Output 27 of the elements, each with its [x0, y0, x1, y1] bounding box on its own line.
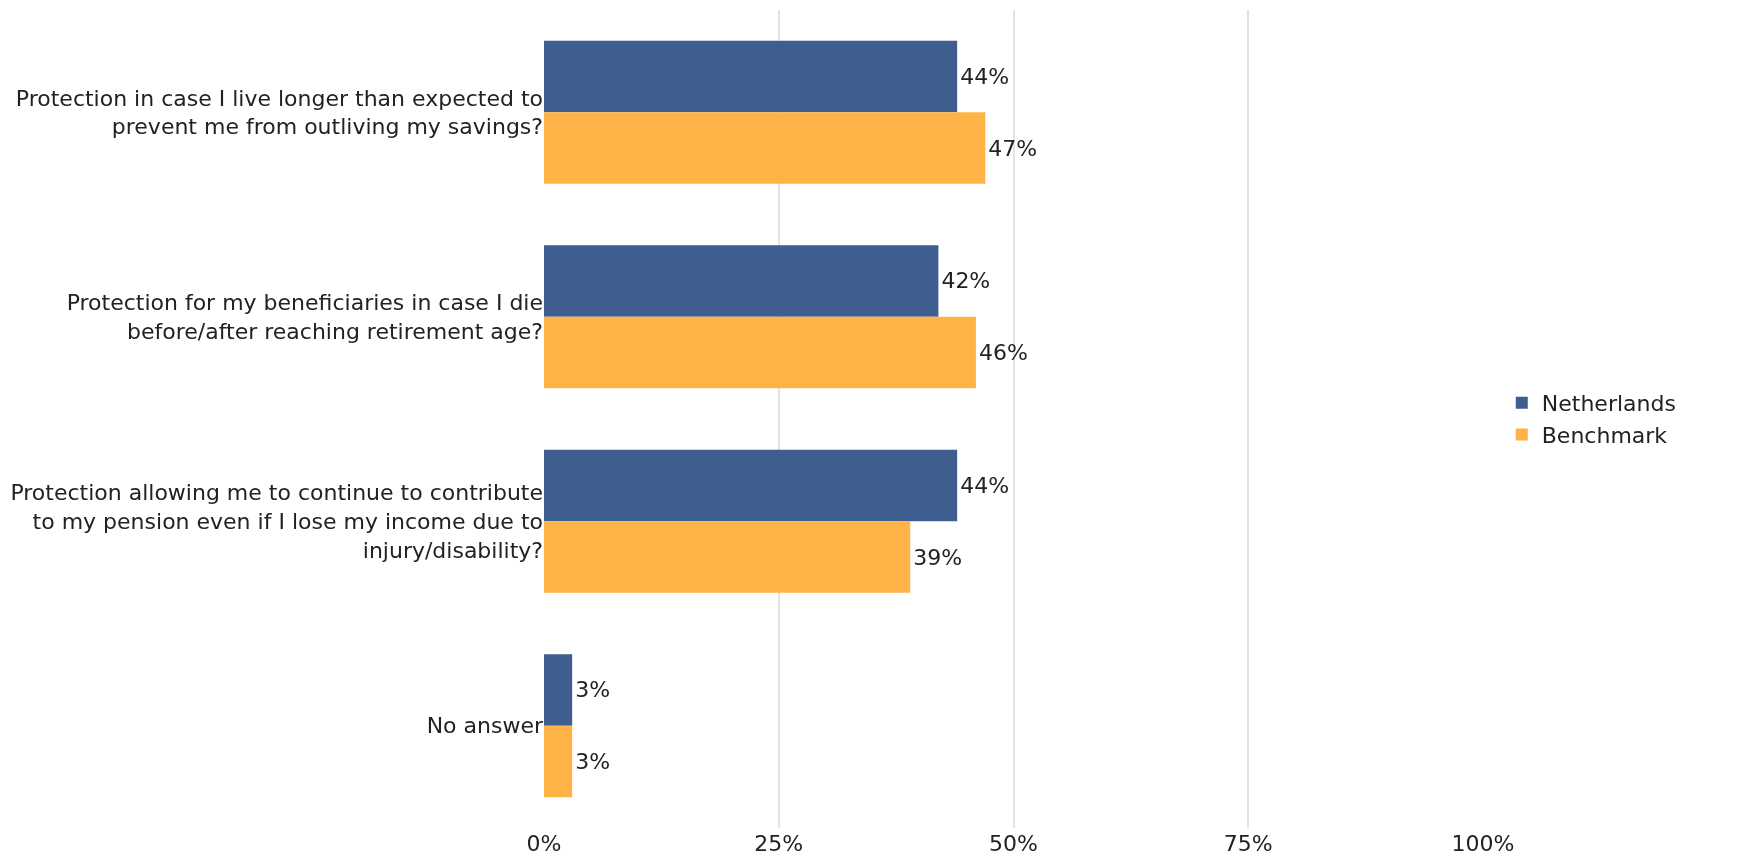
- data-label: 3%: [575, 677, 611, 703]
- legend-label: Benchmark: [1541, 422, 1668, 448]
- y-tick-label: No answer: [426, 713, 544, 739]
- x-tick-label: 50%: [989, 831, 1038, 856]
- data-label: 44%: [960, 63, 1010, 89]
- data-label: 47%: [988, 135, 1038, 161]
- bar: [544, 654, 573, 726]
- x-tick-label: 25%: [754, 831, 804, 856]
- bar: [544, 725, 573, 798]
- x-tick-label: 0%: [526, 831, 562, 856]
- data-label: 46%: [978, 340, 1028, 366]
- y-tick-label: Protection allowing me to continue to contribute to my pension even if I lose my income due to injury/disability?: [10, 480, 543, 563]
- y-tick-label: Protection for my beneficiaries in case I die before/after reaching retirement age?: [66, 290, 543, 344]
- data-label: 3%: [575, 749, 611, 775]
- x-tick-label: 100%: [1451, 831, 1515, 856]
- y-tick-label: Protection in case I live longer than expected to prevent me from outliving my savings?: [15, 85, 543, 140]
- data-label: 44%: [960, 472, 1010, 498]
- bar: [544, 40, 958, 113]
- bar: [544, 521, 911, 593]
- data-label: 39%: [913, 544, 963, 570]
- bar: [544, 245, 939, 317]
- bar: [544, 316, 976, 389]
- legend-label: Netherlands: [1541, 391, 1676, 417]
- bar: [544, 449, 958, 522]
- x-tick-label: 75%: [1223, 831, 1273, 856]
- data-label: 42%: [941, 268, 991, 294]
- bar: [544, 112, 986, 184]
